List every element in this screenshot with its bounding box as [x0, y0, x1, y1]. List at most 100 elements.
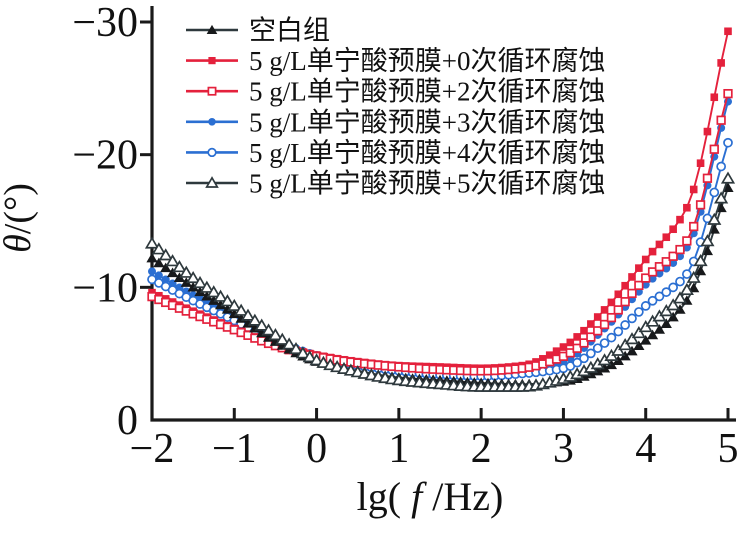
- square-filled-marker-icon: [559, 343, 568, 351]
- triangle-filled-marker-icon: [180, 277, 192, 287]
- triangle-filled-marker-icon: [701, 245, 714, 256]
- circle-open-marker-icon: [654, 291, 665, 302]
- square-filled-marker-icon: [648, 247, 657, 256]
- x-tick-label: −1: [212, 426, 257, 472]
- triangle-open-marker-icon: [707, 212, 722, 225]
- circle-filled-marker-icon: [208, 118, 216, 126]
- square-open-marker-icon: [689, 221, 699, 232]
- triangle-filled-marker-icon: [660, 318, 672, 328]
- circle-filled-marker-icon: [655, 269, 664, 278]
- triangle-filled-marker-icon: [206, 24, 218, 34]
- triangle-open-marker-icon: [206, 285, 221, 298]
- circle-open-marker-icon: [682, 269, 692, 279]
- square-open-marker-icon: [207, 86, 217, 96]
- triangle-filled-marker-icon: [221, 303, 234, 314]
- square-filled-marker-icon: [539, 355, 547, 363]
- circle-open-marker-icon: [592, 343, 603, 354]
- triangle-open-marker-icon: [659, 304, 674, 317]
- triangle-open-marker-icon: [227, 298, 242, 311]
- legend-label: 5 g/L单宁酸预膜+4次循环腐蚀: [249, 138, 605, 168]
- triangle-filled-marker-icon: [646, 329, 659, 340]
- triangle-open-marker-icon: [618, 338, 633, 351]
- square-open-marker-icon: [613, 305, 623, 315]
- legend-item-3: 5 g/L单宁酸预膜+3次循环腐蚀: [186, 107, 605, 137]
- triangle-filled-marker-icon: [166, 267, 179, 278]
- triangle-open-marker-icon: [213, 289, 228, 302]
- circle-open-marker-icon: [627, 313, 637, 324]
- triangle-open-marker-icon: [666, 298, 681, 311]
- square-filled-marker-icon: [696, 159, 705, 168]
- square-filled-marker-icon: [607, 298, 616, 307]
- triangle-filled-marker-icon: [208, 295, 220, 305]
- y-tick-label: −30: [72, 0, 138, 46]
- circle-filled-marker-icon: [154, 271, 163, 280]
- triangle-open-marker-icon: [624, 332, 640, 345]
- triangle-filled-marker-icon: [153, 257, 165, 268]
- triangle-open-marker-icon: [316, 355, 331, 368]
- triangle-open-marker-icon: [165, 254, 180, 267]
- circle-open-marker-icon: [723, 137, 733, 148]
- y-tick-label: −20: [72, 133, 138, 179]
- triangle-filled-marker-icon: [640, 335, 652, 345]
- square-filled-marker-icon: [628, 273, 636, 281]
- legend-label: 5 g/L单宁酸预膜+0次循环腐蚀: [249, 46, 605, 76]
- circle-filled-marker-icon: [669, 258, 678, 267]
- square-open-marker-icon: [579, 338, 589, 348]
- axis-spines: [150, 6, 736, 422]
- triangle-open-marker-icon: [268, 328, 283, 341]
- triangle-filled-marker-icon: [653, 324, 666, 334]
- square-open-marker-icon: [654, 262, 665, 272]
- circle-open-marker-icon: [647, 295, 658, 306]
- triangle-filled-marker-icon: [592, 365, 604, 376]
- circle-filled-marker-icon: [648, 274, 657, 283]
- circle-open-marker-icon: [709, 187, 720, 198]
- square-open-marker-icon: [702, 173, 713, 183]
- square-filled-marker-icon: [724, 27, 732, 36]
- circle-open-marker-icon: [586, 348, 596, 359]
- triangle-open-marker-icon: [309, 353, 324, 366]
- x-axis-title: lg( f /Hz): [357, 474, 504, 519]
- x-tick-label: 1: [388, 426, 409, 472]
- triangle-open-marker-icon: [693, 254, 708, 267]
- square-open-marker-icon: [634, 280, 644, 291]
- triangle-filled-marker-icon: [626, 345, 638, 356]
- y-tick-label: −10: [72, 265, 138, 311]
- triangle-open-marker-icon: [720, 171, 736, 184]
- triangle-open-marker-icon: [220, 294, 235, 307]
- square-filled-marker-icon: [710, 93, 719, 102]
- square-filled-marker-icon: [669, 225, 677, 234]
- triangle-filled-marker-icon: [694, 265, 707, 276]
- square-open-marker-icon: [682, 236, 692, 246]
- legend-item-2: 5 g/L单宁酸预膜+2次循环腐蚀: [186, 77, 605, 107]
- triangle-filled-marker-icon: [605, 359, 618, 370]
- circle-open-marker-icon: [579, 353, 589, 364]
- square-open-marker-icon: [716, 115, 726, 125]
- triangle-open-marker-icon: [234, 303, 249, 316]
- triangle-open-marker-icon: [631, 326, 646, 339]
- triangle-filled-marker-icon: [722, 182, 734, 193]
- triangle-filled-marker-icon: [194, 286, 206, 297]
- y-tick-label: 0: [117, 398, 138, 444]
- triangle-open-marker-icon: [254, 318, 269, 331]
- square-filled-marker-icon: [552, 347, 561, 355]
- square-filled-marker-icon: [566, 338, 575, 347]
- square-open-marker-icon: [668, 251, 678, 261]
- triangle-open-marker-icon: [151, 242, 166, 255]
- square-filled-marker-icon: [208, 56, 216, 65]
- square-open-marker-icon: [572, 343, 582, 353]
- triangle-open-marker-icon: [714, 191, 729, 204]
- y-axis-title: θ/(°): [0, 183, 39, 253]
- square-open-marker-icon: [606, 312, 617, 323]
- square-filled-marker-icon: [655, 240, 664, 249]
- square-filled-marker-icon: [545, 351, 554, 359]
- x-tick-label: 3: [553, 426, 574, 472]
- triangle-filled-marker-icon: [173, 272, 186, 283]
- square-open-marker-icon: [695, 200, 706, 210]
- circle-open-marker-icon: [634, 307, 644, 317]
- square-open-marker-icon: [647, 267, 658, 277]
- triangle-filled-marker-icon: [598, 362, 611, 373]
- triangle-open-marker-icon: [288, 341, 304, 355]
